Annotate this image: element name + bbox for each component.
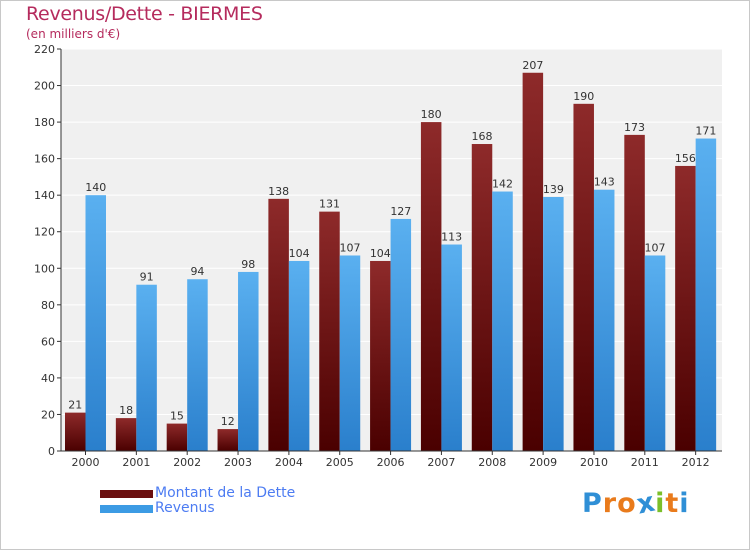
logo-letter: t [665,488,680,519]
y-tick-label: 220 [34,43,55,56]
bar-dette [319,211,340,451]
data-label: 173 [624,121,645,134]
data-label: 15 [170,410,184,423]
bar-dette [675,165,696,452]
y-tick-label: 180 [34,116,55,129]
x-tick-label: 2007 [427,456,455,469]
bar-dette [217,429,239,451]
logo-letter: r [602,488,618,519]
bar-dette [370,260,391,451]
data-label: 98 [241,258,255,271]
legend-swatch-revenus [100,505,153,513]
data-label: 156 [675,152,696,165]
bar-revenus [441,244,462,451]
data-label: 104 [370,247,391,260]
x-tick-label: 2008 [478,456,506,469]
x-tick-label: 2001 [122,456,150,469]
data-label: 94 [190,265,204,278]
chart-title: Revenus/Dette - BIERMES [26,3,263,25]
logo-letter: i [655,488,666,519]
data-label: 113 [441,231,462,244]
y-tick-label: 60 [41,335,55,348]
y-tick-label: 200 [34,80,55,93]
logo-letter: i [679,488,690,519]
data-label: 104 [289,247,310,260]
proxiti-logo: Proxiti [582,486,690,520]
bar-revenus [85,195,106,451]
data-label: 171 [695,125,716,138]
data-label: 143 [594,176,615,189]
x-tick-label: 2002 [173,456,201,469]
x-tick-label: 2000 [72,456,100,469]
x-tick-label: 2004 [275,456,303,469]
bar-revenus [288,260,310,451]
bar-revenus [492,191,513,451]
bar-revenus [136,284,157,451]
x-tick-label: 2006 [377,456,405,469]
x-tick-label: 2012 [682,456,710,469]
bar-dette [115,418,137,451]
bar-revenus [543,197,564,451]
logo-letter: o [617,488,637,519]
y-tick-label: 40 [41,372,55,385]
data-label: 107 [339,241,360,254]
y-tick-label: 100 [34,262,55,275]
bar-dette [471,144,493,451]
y-tick-label: 80 [41,299,55,312]
bar-dette [420,122,442,451]
bar-dette [268,198,289,451]
data-label: 190 [573,90,594,103]
data-label: 91 [140,271,154,284]
y-tick-label: 140 [34,189,55,202]
bar-revenus [695,138,717,451]
bar-dette [522,72,544,451]
x-tick-label: 2010 [580,456,608,469]
bar-revenus [593,189,615,451]
data-label: 168 [472,130,493,143]
data-label: 142 [492,178,513,191]
data-label: 207 [522,59,543,72]
legend-label-revenus: Revenus [155,500,215,516]
data-label: 107 [645,241,666,254]
bar-dette [166,423,188,451]
bar-revenus [187,279,208,451]
bar-dette [65,412,86,451]
x-tick-label: 2011 [631,456,659,469]
bar-revenus [238,271,259,451]
data-label: 18 [119,404,133,417]
y-tick-label: 0 [48,445,55,458]
data-label: 139 [543,183,564,196]
bar-revenus [390,218,412,451]
data-label: 180 [421,108,442,121]
data-label: 21 [68,399,82,412]
legend-label-dette: Montant de la Dette [155,485,296,501]
y-tick-label: 160 [34,153,55,166]
bar-revenus [339,255,361,451]
data-label: 12 [221,415,235,428]
bar-revenus [644,255,666,451]
x-tick-label: 2005 [326,456,354,469]
x-tick-label: 2003 [224,456,252,469]
y-tick-label: 120 [34,226,55,239]
data-label: 127 [390,205,411,218]
x-tick-label: 2009 [529,456,557,469]
legend-swatch-dette [100,490,153,498]
bar-dette [624,134,645,451]
bar-dette [573,103,594,452]
y-tick-label: 20 [41,408,55,421]
data-label: 131 [319,198,340,211]
data-label: 140 [85,181,106,194]
logo-letter: P [582,488,603,519]
data-label: 138 [268,185,289,198]
chart-subtitle: (en milliers d'€) [26,27,121,41]
